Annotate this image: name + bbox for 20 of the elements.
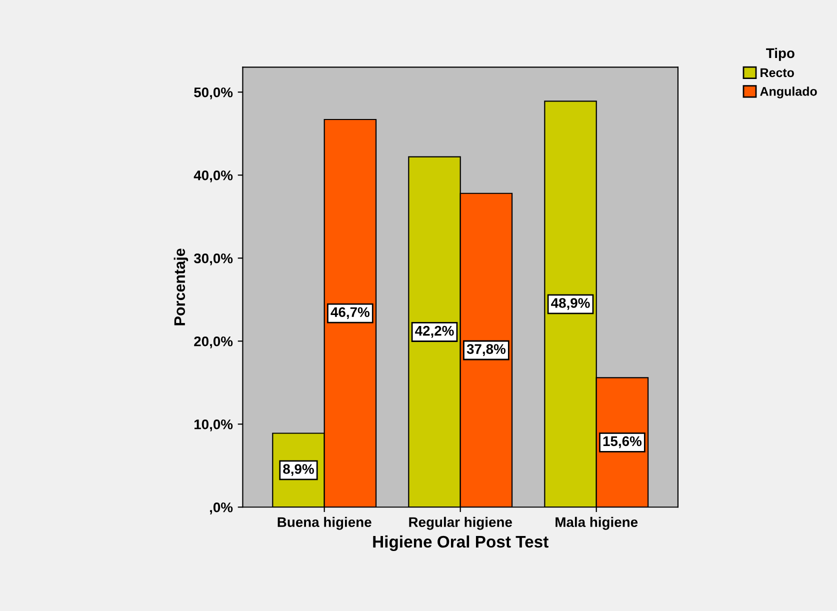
x-axis-title: Higiene Oral Post Test xyxy=(373,535,548,552)
x-tick-label: Buena higiene xyxy=(278,516,372,530)
y-tick-label: 20,0% xyxy=(194,336,233,348)
x-tick-label: Mala higiene xyxy=(556,516,638,530)
x-tick-label: Regular higiene xyxy=(409,516,512,530)
data-label: 15,6% xyxy=(603,436,642,448)
legend-label: Recto xyxy=(760,68,794,78)
y-tick-label: 40,0% xyxy=(194,170,233,182)
legend-title: Tipo xyxy=(766,48,794,61)
y-axis-title: Porcentaje xyxy=(174,248,188,326)
data-label: 48,9% xyxy=(551,298,590,310)
y-tick-label: 30,0% xyxy=(194,253,233,266)
data-label: 42,2% xyxy=(415,326,454,338)
data-label: 46,7% xyxy=(330,307,370,320)
legend-label: Angulado xyxy=(760,86,817,98)
y-tick-label: 10,0% xyxy=(194,419,233,432)
data-label: 37,8% xyxy=(466,344,506,356)
y-tick-label: ,0% xyxy=(210,502,233,514)
data-label: 8,9% xyxy=(283,464,314,476)
y-tick-label: 50,0% xyxy=(194,87,233,100)
